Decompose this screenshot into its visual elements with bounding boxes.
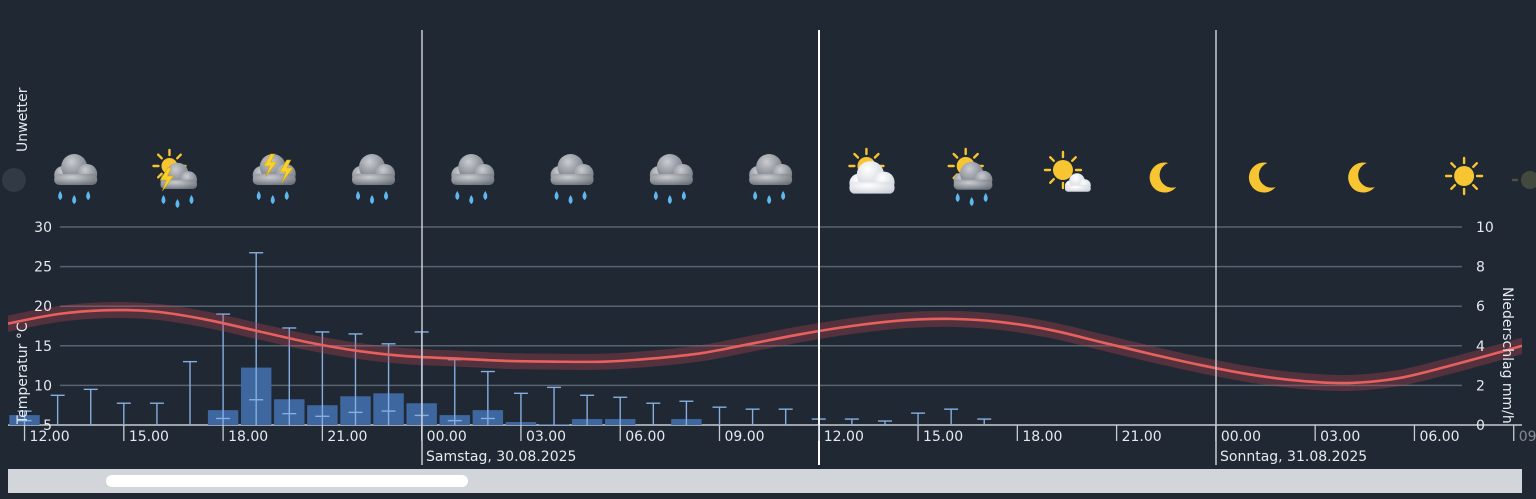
right-axis-ticks: 0 2 4 6 8 10 xyxy=(1476,220,1494,434)
partial-sun-icon-right xyxy=(1512,171,1536,189)
x-tick-label: 09.00 xyxy=(1519,429,1536,445)
left-tick-label: 20 xyxy=(34,299,52,315)
severe-weather-row-label: Unwetter xyxy=(15,87,31,152)
precipitation-whisker xyxy=(580,394,595,425)
precipitation-whisker xyxy=(646,402,661,425)
x-tick-label: 09.00 xyxy=(724,429,764,445)
rain-cloud-icon xyxy=(749,154,793,204)
moon-icon xyxy=(1149,162,1177,193)
left-axis-label: Temperatur °C xyxy=(15,322,31,425)
meteogram-chart: 5 10 15 20 25 30 0 2 4 6 8 10 12.00 15.00 18.00 21.00… xyxy=(2,30,1536,465)
x-tick-label: 21.00 xyxy=(327,429,367,445)
left-tick-label: 15 xyxy=(34,339,52,355)
x-tick-label: 21.00 xyxy=(1122,429,1162,445)
precipitation-whisker xyxy=(844,418,859,425)
precipitation-whisker xyxy=(149,402,164,425)
precipitation-whisker xyxy=(348,333,363,425)
precipitation-whisker xyxy=(480,370,495,425)
x-tick-label: 18.00 xyxy=(1022,429,1062,445)
moon-icon xyxy=(1348,162,1375,193)
precipitation-whisker xyxy=(712,406,727,425)
left-axis-ticks: 5 10 15 20 25 30 xyxy=(34,220,52,434)
rain-cloud-icon xyxy=(550,154,594,204)
scrollbar-thumb[interactable] xyxy=(106,475,468,487)
sun-small-cloud-icon xyxy=(1043,150,1091,192)
sun-rain-cloud-icon xyxy=(947,147,993,206)
right-axis-label: Niederschlag mm/h xyxy=(1499,287,1515,424)
precipitation-whisker xyxy=(249,252,264,425)
precipitation-range-whiskers xyxy=(17,252,992,425)
precipitation-whisker xyxy=(17,410,32,425)
right-tick-label: 4 xyxy=(1476,339,1485,355)
x-tick-label: 03.00 xyxy=(1320,429,1360,445)
x-tick-label: 12.00 xyxy=(30,429,70,445)
sun-cloud-icon xyxy=(848,147,895,194)
precipitation-whisker xyxy=(315,331,330,425)
thunder-rain-cloud-icon xyxy=(252,153,296,204)
x-tick-label: 12.00 xyxy=(824,429,864,445)
right-tick-label: 2 xyxy=(1476,378,1485,394)
precipitation-whisker xyxy=(944,408,959,425)
x-tick-label: 00.00 xyxy=(427,429,467,445)
rain-cloud-icon xyxy=(352,154,396,204)
temperature-series xyxy=(8,302,1522,392)
precipitation-whisker xyxy=(513,392,528,425)
x-tick-label: 06.00 xyxy=(1419,429,1459,445)
x-tick-label: 00.00 xyxy=(1221,429,1261,445)
x-tick-label: 18.00 xyxy=(228,429,268,445)
precipitation-whisker xyxy=(613,396,628,425)
precipitation-whisker xyxy=(679,400,694,425)
precipitation-whisker xyxy=(116,402,131,425)
right-tick-label: 8 xyxy=(1476,260,1485,276)
rain-cloud-icon xyxy=(649,154,693,204)
precipitation-whisker xyxy=(778,408,793,425)
precipitation-whisker xyxy=(83,388,98,425)
x-tick-label: 15.00 xyxy=(129,429,169,445)
precipitation-whisker xyxy=(977,418,992,425)
left-tick-label: 30 xyxy=(34,220,52,236)
precipitation-whisker xyxy=(282,327,297,425)
horizontal-scrollbar[interactable] xyxy=(8,469,1522,493)
precipitation-whisker xyxy=(50,394,65,425)
rain-cloud-icon xyxy=(54,154,98,204)
precipitation-whisker xyxy=(877,420,892,425)
moon-icon xyxy=(1248,162,1276,193)
precipitation-whisker xyxy=(216,313,231,425)
temperature-line xyxy=(8,308,1522,385)
day-label: Sonntag, 31.08.2025 xyxy=(1220,449,1367,465)
right-tick-label: 0 xyxy=(1476,418,1485,434)
precipitation-whisker xyxy=(381,343,396,425)
precipitation-whisker xyxy=(745,408,760,425)
sun-icon xyxy=(1444,156,1484,196)
precipitation-whisker xyxy=(547,386,562,425)
left-tick-label: 5 xyxy=(43,418,52,434)
temperature-range-band xyxy=(8,302,1522,392)
day-labels: Samstag, 30.08.2025 Sonntag, 31.08.2025 xyxy=(426,449,1367,465)
partial-cloud-icon-left xyxy=(2,168,26,192)
rain-cloud-icon xyxy=(451,154,495,204)
x-tick-label: 06.00 xyxy=(625,429,665,445)
weather-icons-row xyxy=(2,147,1536,208)
right-tick-label: 6 xyxy=(1476,299,1485,315)
day-separators xyxy=(421,30,1217,465)
left-tick-label: 25 xyxy=(34,260,52,276)
precipitation-whisker xyxy=(183,360,198,425)
precipitation-whisker xyxy=(911,412,926,425)
x-axis-ticks: 12.00 15.00 18.00 21.00 00.00 03.00 06.00 09.00… xyxy=(23,425,1536,445)
day-label: Samstag, 30.08.2025 xyxy=(426,449,576,465)
right-tick-label: 10 xyxy=(1476,220,1494,236)
x-tick-label: 03.00 xyxy=(526,429,566,445)
sun-thunder-rain-icon xyxy=(152,148,198,208)
x-tick-label: 15.00 xyxy=(923,429,963,445)
left-tick-label: 10 xyxy=(34,378,52,394)
